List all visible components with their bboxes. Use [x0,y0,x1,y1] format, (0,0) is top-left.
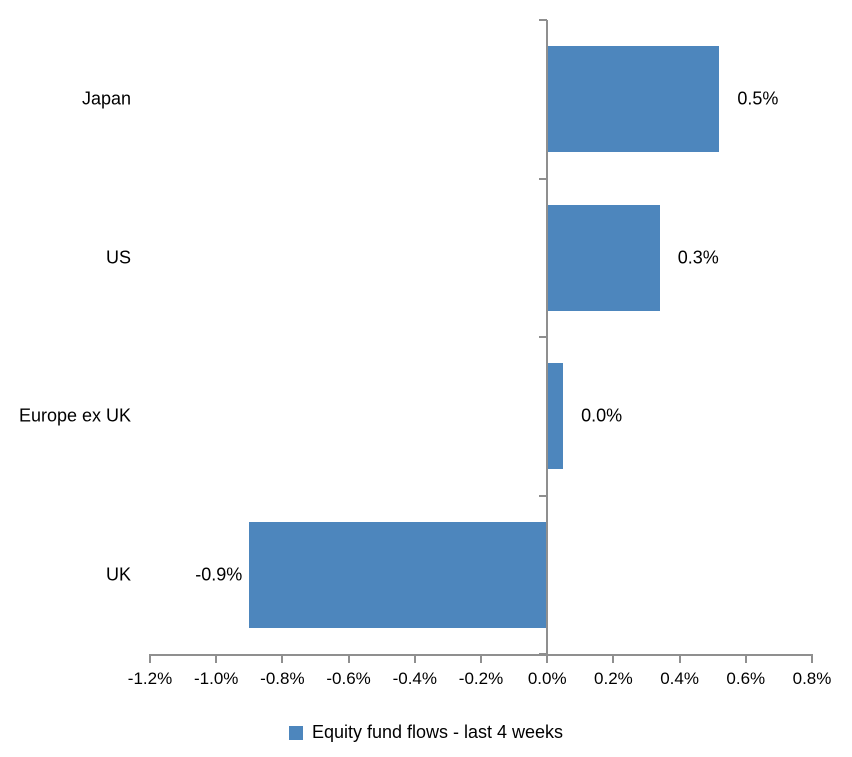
legend-swatch-icon [288,725,303,740]
x-axis-tick [678,654,681,663]
x-axis-tick [149,654,151,663]
x-tick-label: -0.8% [260,669,305,688]
x-tick-label: 0.4% [660,669,699,688]
x-tick-label: 0.2% [594,669,633,688]
category-label: US [105,247,131,268]
bar-europe-ex-uk [547,363,564,470]
data-label: -0.9% [195,564,243,585]
x-tick-label: 0.6% [726,669,766,688]
x-tick-label: -0.2% [458,669,504,688]
x-axis-tick [612,654,615,663]
y-axis-tick [539,19,548,21]
x-tick-label: 0.8% [792,669,832,688]
x-tick-label: -0.4% [392,669,438,688]
category-label: UK [105,564,131,585]
x-axis-tick [744,654,747,663]
x-axis-tick [281,654,284,663]
x-axis-tick [215,654,218,663]
x-axis-tick [480,654,482,663]
data-label: 0.0% [581,405,623,426]
bar-us [547,204,660,311]
y-axis-tick [539,494,548,497]
bar-uk [249,521,548,628]
bar-japan [547,46,720,153]
x-tick-label: 0.0% [527,669,567,688]
y-axis-tick [539,336,548,338]
category-label: Japan [81,88,131,109]
data-label: 0.5% [737,88,779,109]
legend: Equity fund flows - last 4 weeks [0,722,852,743]
x-tick-label: -0.6% [326,669,371,688]
legend-label: Equity fund flows - last 4 weeks [311,722,564,742]
y-axis-tick [539,653,548,655]
x-axis-tick [413,654,416,663]
x-axis-tick [347,654,350,663]
x-axis-tick [811,654,813,663]
data-label: 0.3% [677,247,719,268]
y-axis-tick [539,177,548,180]
y-axis-line [546,20,549,663]
category-label: Europe ex UK [18,405,131,426]
x-tick-label: -1.2% [127,669,173,688]
x-tick-label: -1.0% [193,669,239,688]
